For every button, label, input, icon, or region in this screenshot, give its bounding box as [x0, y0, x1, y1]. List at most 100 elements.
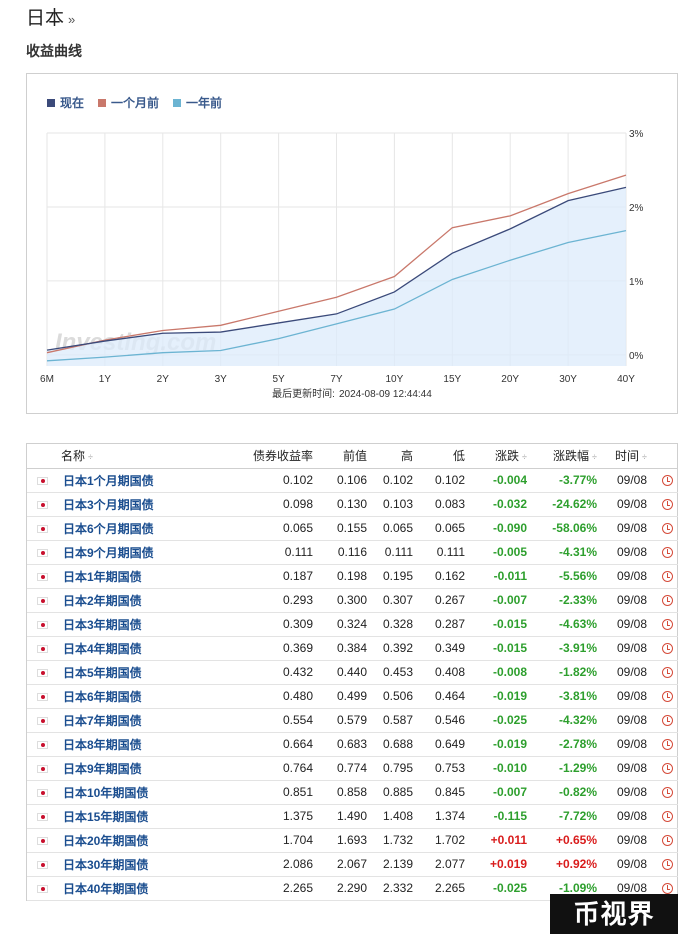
clock-icon[interactable]	[662, 619, 673, 631]
japan-flag-icon	[37, 884, 48, 893]
table-row[interactable]: 日本1个月期国债 0.102 0.106 0.102 0.102 -0.004 -3.77%…	[27, 468, 678, 493]
low-cell: 0.102	[419, 468, 471, 493]
table-row[interactable]: 日本5年期国债 0.432 0.440 0.453 0.408 -0.008 -1.82% 0…	[27, 660, 678, 685]
clock-icon[interactable]	[662, 763, 673, 775]
high-cell: 2.139	[373, 852, 419, 877]
flag-cell	[27, 492, 57, 517]
clock-icon[interactable]	[662, 547, 673, 559]
clock-cell	[653, 660, 678, 685]
yield-cell: 0.480	[231, 684, 319, 709]
header-yield[interactable]: 债券收益率	[231, 444, 319, 469]
bond-name-cell: 日本15年期国债	[57, 804, 231, 829]
chg-pct-cell: -3.91%	[533, 636, 603, 661]
table-row[interactable]: 日本15年期国债 1.375 1.490 1.408 1.374 -0.115 -7.72%…	[27, 804, 678, 829]
time-cell: 09/08	[603, 588, 653, 613]
flag-cell	[27, 708, 57, 733]
bond-name-link[interactable]: 日本3个月期国债	[63, 497, 154, 512]
table-row[interactable]: 日本4年期国债 0.369 0.384 0.392 0.349 -0.015 -3.91% 0…	[27, 636, 678, 661]
prev-cell: 0.198	[319, 564, 373, 589]
chg-pct-cell: -3.77%	[533, 468, 603, 493]
table-row[interactable]: 日本40年期国债 2.265 2.290 2.332 2.265 -0.025 -1.09%…	[27, 876, 678, 901]
bond-name-link[interactable]: 日本4年期国债	[63, 641, 142, 656]
yield-cell: 1.375	[231, 804, 319, 829]
flag-cell	[27, 636, 57, 661]
clock-icon[interactable]	[662, 811, 673, 823]
table-row[interactable]: 日本9个月期国债 0.111 0.116 0.111 0.111 -0.005 -4.31%…	[27, 540, 678, 565]
bond-name-link[interactable]: 日本5年期国债	[63, 665, 142, 680]
header-time[interactable]: 时间 ÷	[603, 444, 653, 469]
table-row[interactable]: 日本30年期国债 2.086 2.067 2.139 2.077 +0.019 +0.92%…	[27, 852, 678, 877]
clock-icon[interactable]	[662, 739, 673, 751]
high-cell: 0.307	[373, 588, 419, 613]
bond-name-link[interactable]: 日本3年期国债	[63, 617, 142, 632]
clock-cell	[653, 588, 678, 613]
time-cell: 09/08	[603, 684, 653, 709]
header-chg-pct[interactable]: 涨跌幅 ÷	[533, 444, 603, 469]
chg-pct-cell: -0.82%	[533, 780, 603, 805]
legend-swatch	[47, 98, 55, 107]
bond-name-link[interactable]: 日本30年期国债	[63, 857, 149, 872]
bond-name-link[interactable]: 日本15年期国债	[63, 809, 149, 824]
legend-item[interactable]: 现在	[47, 94, 84, 111]
header-name[interactable]: 名称 ÷	[27, 444, 231, 469]
clock-icon[interactable]	[662, 883, 673, 895]
bond-name-link[interactable]: 日本6个月期国债	[63, 521, 154, 536]
clock-icon[interactable]	[662, 691, 673, 703]
clock-icon[interactable]	[662, 787, 673, 799]
clock-icon[interactable]	[662, 595, 673, 607]
bond-name-link[interactable]: 日本8年期国债	[63, 737, 142, 752]
header-chg[interactable]: 涨跌 ÷	[471, 444, 533, 469]
table-row[interactable]: 日本9年期国债 0.764 0.774 0.795 0.753 -0.010 -1.29% 0…	[27, 756, 678, 781]
clock-icon[interactable]	[662, 667, 673, 679]
chg-cell: -0.019	[471, 684, 533, 709]
chg-cell: -0.015	[471, 612, 533, 637]
high-cell: 0.795	[373, 756, 419, 781]
raquo-icon[interactable]: »	[68, 12, 76, 27]
table-row[interactable]: 日本3个月期国债 0.098 0.130 0.103 0.083 -0.032 -24.62…	[27, 492, 678, 517]
legend-swatch	[173, 98, 182, 107]
table-row[interactable]: 日本20年期国债 1.704 1.693 1.732 1.702 +0.011 +0.65%…	[27, 828, 678, 853]
table-row[interactable]: 日本1年期国债 0.187 0.198 0.195 0.162 -0.011 -5.56% 0…	[27, 564, 678, 589]
table-row[interactable]: 日本3年期国债 0.309 0.324 0.328 0.287 -0.015 -4.63% 0…	[27, 612, 678, 637]
bond-name-link[interactable]: 日本7年期国债	[63, 713, 142, 728]
bond-name-link[interactable]: 日本1个月期国债	[63, 473, 154, 488]
clock-icon[interactable]	[662, 523, 673, 535]
header-high[interactable]: 高	[373, 444, 419, 469]
x-tick-label: 5Y	[272, 374, 285, 385]
y-tick-label: 3%	[629, 129, 644, 140]
header-low[interactable]: 低	[419, 444, 471, 469]
time-cell: 09/08	[603, 732, 653, 757]
table-row[interactable]: 日本10年期国债 0.851 0.858 0.885 0.845 -0.007 -0.82%…	[27, 780, 678, 805]
bond-name-link[interactable]: 日本20年期国债	[63, 833, 149, 848]
bond-name-cell: 日本8年期国债	[57, 732, 231, 757]
table-row[interactable]: 日本2年期国债 0.293 0.300 0.307 0.267 -0.007 -2.33% 0…	[27, 588, 678, 613]
bond-name-link[interactable]: 日本10年期国债	[63, 785, 149, 800]
clock-icon[interactable]	[662, 499, 673, 511]
clock-icon[interactable]	[662, 835, 673, 847]
clock-icon[interactable]	[662, 859, 673, 871]
x-tick-label: 20Y	[501, 374, 519, 385]
clock-icon[interactable]	[662, 475, 673, 487]
bond-name-link[interactable]: 日本2年期国债	[63, 593, 142, 608]
table-row[interactable]: 日本6个月期国债 0.065 0.155 0.065 0.065 -0.090 -58.06…	[27, 516, 678, 541]
table-row[interactable]: 日本6年期国债 0.480 0.499 0.506 0.464 -0.019 -3.81% 0…	[27, 684, 678, 709]
time-cell: 09/08	[603, 780, 653, 805]
yield-cell: 0.432	[231, 660, 319, 685]
bond-name-link[interactable]: 日本1年期国债	[63, 569, 142, 584]
header-prev[interactable]: 前值	[319, 444, 373, 469]
bond-name-link[interactable]: 日本9年期国债	[63, 761, 142, 776]
low-cell: 2.077	[419, 852, 471, 877]
table-row[interactable]: 日本7年期国债 0.554 0.579 0.587 0.546 -0.025 -4.32% 0…	[27, 708, 678, 733]
clock-icon[interactable]	[662, 715, 673, 727]
flag-cell	[27, 732, 57, 757]
x-tick-label: 2Y	[157, 374, 170, 385]
bond-name-link[interactable]: 日本6年期国债	[63, 689, 142, 704]
high-cell: 0.328	[373, 612, 419, 637]
clock-icon[interactable]	[662, 571, 673, 583]
clock-icon[interactable]	[662, 643, 673, 655]
bond-name-link[interactable]: 日本9个月期国债	[63, 545, 154, 560]
bond-name-link[interactable]: 日本40年期国债	[63, 881, 149, 896]
legend-item[interactable]: 一年前	[173, 94, 222, 111]
legend-item[interactable]: 一个月前	[98, 94, 159, 111]
table-row[interactable]: 日本8年期国债 0.664 0.683 0.688 0.649 -0.019 -2.78% 0…	[27, 732, 678, 757]
